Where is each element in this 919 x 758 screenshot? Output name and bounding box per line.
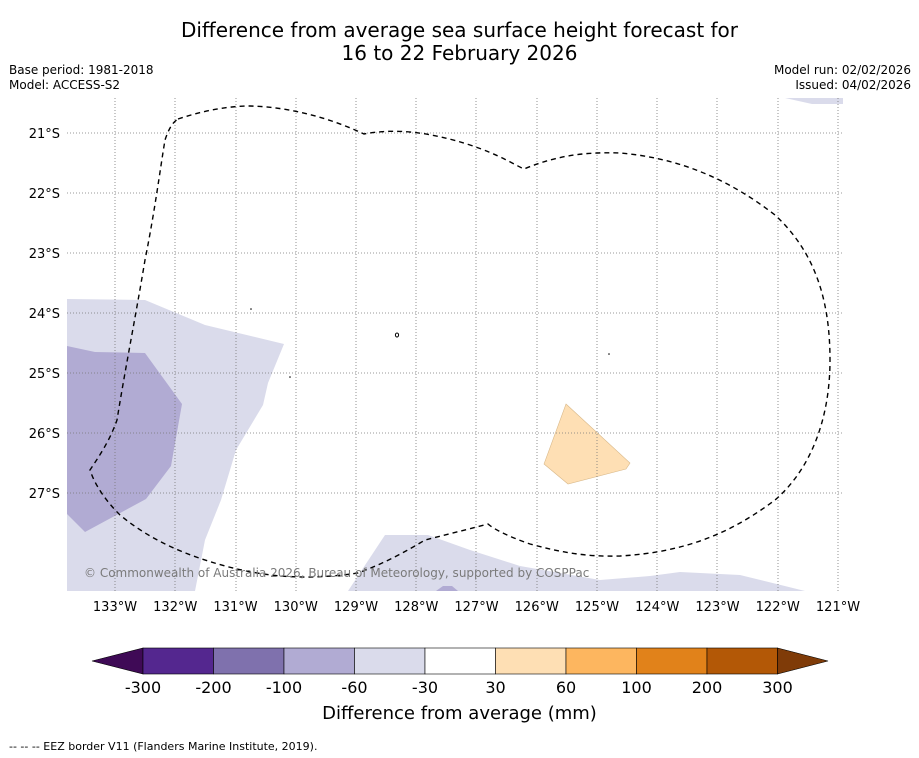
colorbar-segment: [565, 647, 637, 675]
colorbar-tick-label: 200: [691, 678, 723, 697]
colorbar-tick-label: -100: [265, 678, 303, 697]
model-run: Model run: 02/02/2026: [773, 63, 911, 77]
anomaly-region-neg60-100-south-speck: [436, 586, 458, 591]
island-marker: [608, 353, 610, 355]
lon-tick-label: 129°W: [334, 600, 378, 615]
issued-date: Issued: 04/02/2026: [795, 78, 911, 92]
colorbar: [91, 647, 829, 675]
lat-tick-label: 24°S: [29, 307, 60, 322]
map-title-line1: Difference from average sea surface heig…: [180, 18, 739, 42]
anomaly-region-pos30-60: [543, 403, 631, 485]
colorbar-tick-label: -30: [411, 678, 439, 697]
colorbar-segment: [424, 647, 496, 675]
lon-tick-label: 128°W: [394, 600, 438, 615]
lat-tick-labels: 21°S 22°S 23°S 24°S 25°S 26°S 27°S: [29, 127, 60, 502]
lon-tick-label: 133°W: [93, 600, 137, 615]
colorbar-segment: [495, 647, 567, 675]
lon-tick-labels: 133°W 132°W 131°W 130°W 129°W 128°W 127°W 126°W…: [93, 600, 860, 615]
lon-tick-label: 121°W: [816, 600, 860, 615]
anomaly-region-neg60-100-west: [67, 346, 182, 532]
colorbar-segment: [354, 647, 426, 675]
colorbar-tick-label: 60: [555, 678, 577, 697]
colorbar-segment: [706, 647, 778, 675]
lat-tick-label: 27°S: [29, 487, 60, 502]
latitude-gridlines: [67, 132, 843, 494]
meta-left: Base period: 1981-2018 Model: ACCESS-S2: [9, 63, 154, 93]
lon-tick-label: 132°W: [153, 600, 197, 615]
colorbar-tick-label: -60: [341, 678, 368, 697]
colorbar-segment: [636, 647, 708, 675]
base-period: Base period: 1981-2018: [9, 63, 154, 77]
colorbar-tick-label: -300: [124, 678, 162, 697]
eez-border: [89, 105, 831, 578]
anomaly-region-neg30-60-northeast: [785, 98, 843, 104]
longitude-gridlines: [114, 98, 839, 591]
colorbar-segment: [142, 647, 214, 675]
lon-tick-label: 122°W: [756, 600, 800, 615]
lon-tick-label: 126°W: [515, 600, 559, 615]
copyright-notice: © Commonwealth of Australia 2026, Bureau…: [84, 566, 589, 580]
lat-tick-label: 25°S: [29, 367, 60, 382]
colorbar-tick-label: 300: [762, 678, 793, 697]
map-title-line2: 16 to 22 February 2026: [341, 41, 578, 65]
colorbar-segment: [283, 647, 355, 675]
lon-tick-label: 131°W: [213, 600, 257, 615]
lat-tick-label: 21°S: [29, 127, 60, 142]
lon-tick-label: 124°W: [635, 600, 679, 615]
lon-tick-label: 127°W: [454, 600, 498, 615]
colorbar-segment: [213, 647, 285, 675]
island-marker: [250, 308, 252, 310]
meta-right: Model run: 02/02/2026 Issued: 04/02/2026: [774, 63, 911, 93]
colorbar-tick-label: 100: [621, 678, 652, 697]
island-marker: [394, 332, 400, 338]
lon-tick-label: 130°W: [274, 600, 318, 615]
eez-legend-footnote: -- -- -- EEZ border V11 (Flanders Marine…: [9, 740, 318, 753]
lon-tick-label: 123°W: [695, 600, 739, 615]
colorbar-extend-low: [91, 647, 144, 675]
colorbar-extend-high: [777, 647, 829, 675]
lat-tick-label: 26°S: [29, 427, 60, 442]
lon-tick-label: 125°W: [575, 600, 619, 615]
lat-tick-label: 23°S: [29, 247, 60, 262]
colorbar-tick-label: -200: [195, 678, 232, 697]
colorbar-title: Difference from average (mm): [322, 703, 597, 724]
model-name: Model: ACCESS-S2: [9, 78, 121, 92]
island-marker: [289, 376, 291, 378]
colorbar-tick-label: 30: [485, 678, 506, 697]
lat-tick-label: 22°S: [29, 187, 60, 202]
anomaly-region-neg30-60-south: [348, 535, 805, 591]
